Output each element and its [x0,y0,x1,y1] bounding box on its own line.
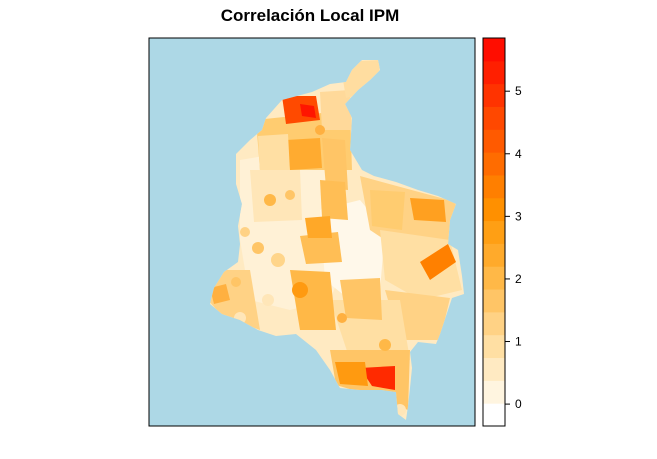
region-spot-5 [271,253,285,267]
legend-swatch [483,106,505,130]
region-spot-3 [252,242,264,254]
map-frame [148,37,476,427]
region-sucre-orange [286,138,322,170]
region-spot-1 [264,194,276,206]
legend-swatch [483,152,505,176]
legend-swatch [483,334,505,359]
region-boyaca-spot [305,216,332,238]
legend-swatch [483,266,505,290]
region-antioquia [250,170,302,222]
region-caqueta-east [340,278,382,320]
legend-frame [482,37,506,427]
region-santander [320,180,348,220]
region-vichada-hot [420,244,456,280]
region-spot-7 [262,294,274,306]
legend-swatch [483,311,505,336]
legend-tick-label: 1 [515,335,522,349]
region-spot-9 [231,277,241,287]
legend-swatch [483,403,505,427]
legend-tick-label: 3 [515,209,522,223]
legend-swatch [483,243,505,267]
region-cordoba [258,134,290,174]
legend-swatch [483,60,505,85]
legend-tick-label: 2 [515,272,522,286]
legend-swatch [483,83,505,107]
region-magdalena [320,90,352,130]
region-orinoquia-mid [370,190,405,230]
legend-swatch [483,357,505,381]
region-spot-2 [285,190,295,200]
region-spot-6 [292,282,308,298]
color-legend: 0 1 2 3 4 5 [482,37,522,427]
legend-tick-label: 0 [515,397,522,411]
legend-swatch [483,129,505,153]
region-meta-orange [300,232,342,264]
region-arauca-orange [410,198,446,222]
region-pacific [210,270,260,330]
legend-tick-label: 4 [515,147,522,161]
region-amazon-hotspot [360,366,395,390]
region-bolivar [322,138,348,190]
region-vichada [380,230,462,300]
legend-swatch [483,38,505,62]
region-amazon-orange [335,362,368,386]
region-spot-4 [240,227,250,237]
region-center-white [320,200,385,300]
legend-tick-label: 5 [515,84,522,98]
legend-swatch [483,380,505,404]
region-spot-11 [337,313,347,323]
region-pacific-orange [210,284,230,304]
legend-swatch [483,174,505,199]
legend-swatch [483,289,505,313]
legend-swatch [483,197,505,222]
region-atlantico-red [300,104,316,118]
region-spot-12 [379,339,391,351]
region-spot-8 [315,125,325,135]
map-title: Correlación Local IPM [220,6,400,25]
legend-swatch [483,220,505,244]
